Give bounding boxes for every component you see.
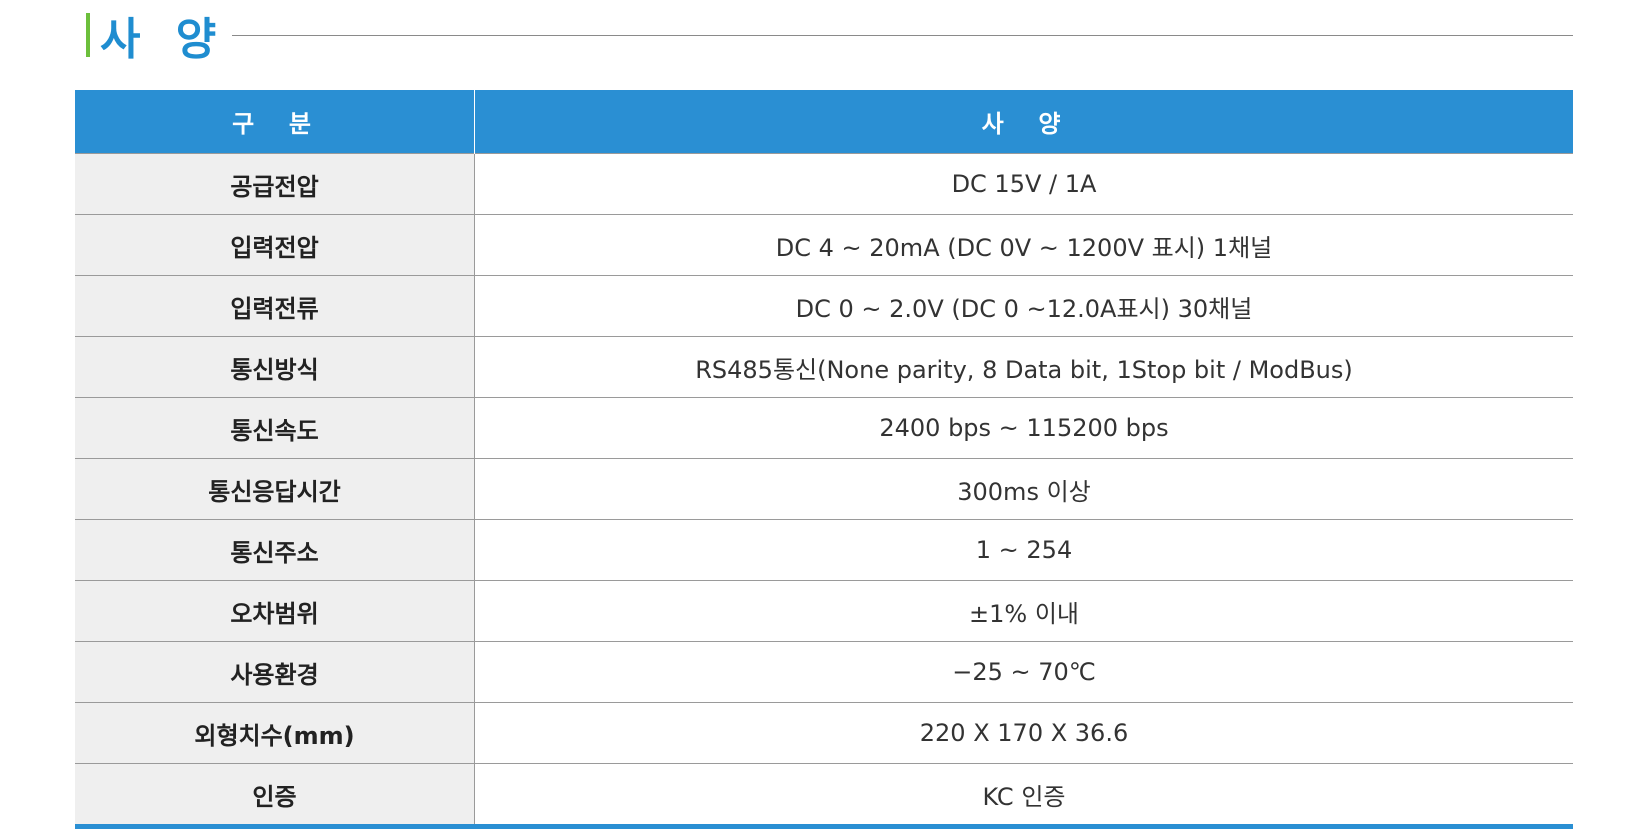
table-row: 입력전압 DC 4 ~ 20mA (DC 0V ~ 1200V 표시) 1채널	[75, 214, 1573, 276]
spec-label: 사용환경	[75, 641, 475, 703]
spec-label: 통신방식	[75, 336, 475, 398]
spec-label: 인증	[75, 763, 475, 827]
table-row: 통신주소 1 ~ 254	[75, 519, 1573, 581]
spec-label: 통신응답시간	[75, 458, 475, 520]
table-row: 외형치수(mm) 220 X 170 X 36.6	[75, 702, 1573, 764]
table-row: 오차범위 ±1% 이내	[75, 580, 1573, 642]
spec-value: KC 인증	[474, 763, 1573, 827]
spec-label: 오차범위	[75, 580, 475, 642]
spec-label: 입력전류	[75, 275, 475, 337]
table-row: 통신응답시간 300ms 이상	[75, 458, 1573, 520]
header-cell: 구 분	[75, 90, 475, 154]
section-heading: 사 양	[86, 6, 1573, 65]
spec-value: 2400 bps ~ 115200 bps	[474, 397, 1573, 459]
spec-label: 외형치수(mm)	[75, 702, 475, 764]
divider	[232, 34, 1573, 36]
spec-value: 220 X 170 X 36.6	[474, 702, 1573, 764]
spec-value: RS485통신(None parity, 8 Data bit, 1Stop b…	[474, 336, 1573, 398]
table-row: 입력전류 DC 0 ~ 2.0V (DC 0 ~12.0A표시) 30채널	[75, 275, 1573, 337]
spec-value: ±1% 이내	[474, 580, 1573, 642]
section-title: 사 양	[100, 14, 227, 65]
spec-value: 300ms 이상	[474, 458, 1573, 520]
spec-label: 통신속도	[75, 397, 475, 459]
accent-bar	[86, 13, 90, 57]
spec-value: DC 15V / 1A	[474, 153, 1573, 215]
table-body: 공급전압 DC 15V / 1A 입력전압 DC 4 ~ 20mA (DC 0V ~ …	[75, 153, 1573, 827]
spec-value: DC 0 ~ 2.0V (DC 0 ~12.0A표시) 30채널	[474, 275, 1573, 337]
table-row: 공급전압 DC 15V / 1A	[75, 153, 1573, 215]
header-cell: 사 양	[474, 90, 1573, 154]
spec-label: 통신주소	[75, 519, 475, 581]
spec-value: −25 ~ 70℃	[474, 641, 1573, 703]
spec-label: 공급전압	[75, 153, 475, 215]
table-row: 통신속도 2400 bps ~ 115200 bps	[75, 397, 1573, 459]
table-row: 사용환경 −25 ~ 70℃	[75, 641, 1573, 703]
table-row: 통신방식 RS485통신(None parity, 8 Data bit, 1St…	[75, 336, 1573, 398]
spec-value: 1 ~ 254	[474, 519, 1573, 581]
table-row: 인증 KC 인증	[75, 763, 1573, 827]
spec-label: 입력전압	[75, 214, 475, 276]
spec-value: DC 4 ~ 20mA (DC 0V ~ 1200V 표시) 1채널	[474, 214, 1573, 276]
